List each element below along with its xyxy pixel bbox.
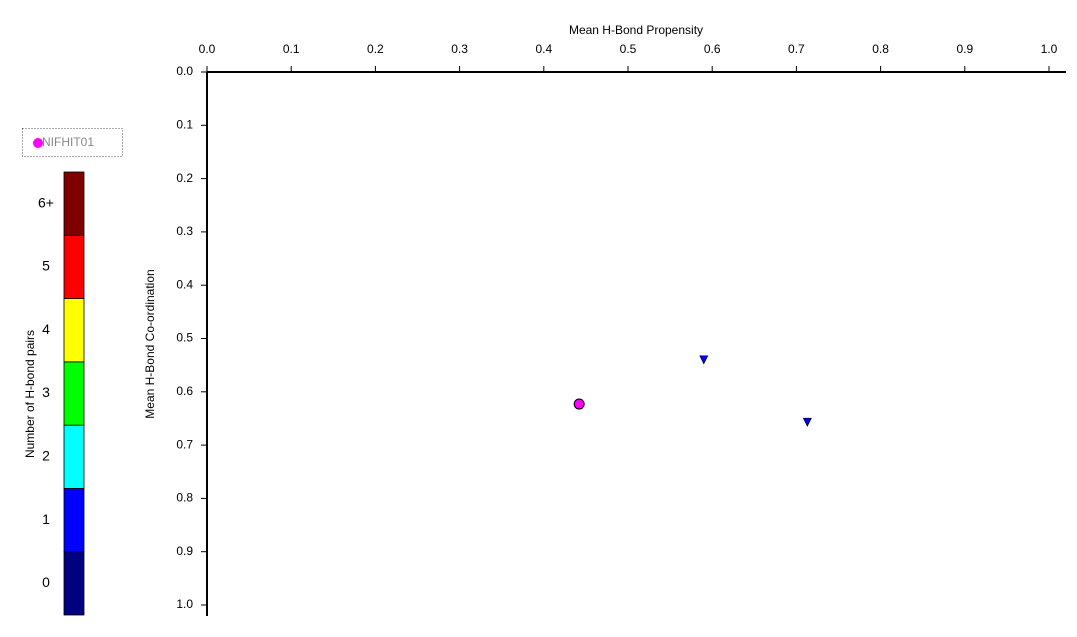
colorbar-segment — [63, 171, 85, 236]
x-tick-label: 0.5 — [620, 42, 637, 56]
x-tick-label: 0.4 — [535, 42, 552, 56]
colorbar-label: 2 — [42, 447, 50, 463]
y-axis-title: Mean H-Bond Co-ordination — [143, 269, 157, 418]
x-tick-label: 0.6 — [704, 42, 721, 56]
colorbar-label: 5 — [42, 258, 50, 274]
y-tick-label: 0.6 — [176, 384, 193, 398]
legend-label: NIFHIT01 — [42, 135, 94, 149]
colorbar-label: 4 — [42, 321, 50, 337]
colorbar-segment — [63, 424, 85, 489]
colorbar-title: Number of H-bond pairs — [23, 330, 37, 458]
legend-box — [22, 128, 123, 157]
x-tick-label: 0.0 — [199, 42, 216, 56]
colorbar-segment — [63, 551, 85, 616]
x-tick-label: 0.9 — [956, 42, 973, 56]
y-tick-label: 0.7 — [176, 437, 193, 451]
point — [699, 355, 709, 365]
x-tick-label: 1.0 — [1041, 42, 1058, 56]
x-axis-title: Mean H-Bond Propensity — [569, 23, 703, 37]
colorbar-label: 0 — [42, 574, 50, 590]
y-tick-label: 0.9 — [176, 544, 193, 558]
point — [802, 417, 812, 427]
y-tick-label: 0.2 — [176, 171, 193, 185]
point — [573, 398, 585, 410]
x-tick-label: 0.7 — [788, 42, 805, 56]
y-tick-label: 0.5 — [176, 331, 193, 345]
legend-marker — [33, 138, 43, 148]
x-tick-label: 0.1 — [283, 42, 300, 56]
colorbar-segment — [63, 488, 85, 553]
y-tick-label: 0.0 — [176, 64, 193, 78]
colorbar-label: 1 — [42, 511, 50, 527]
y-tick-label: 0.8 — [176, 491, 193, 505]
y-tick-label: 0.4 — [176, 277, 193, 291]
y-tick-label: 0.3 — [176, 224, 193, 238]
x-tick-label: 0.8 — [872, 42, 889, 56]
colorbar-segment — [63, 234, 85, 299]
x-tick-label: 0.2 — [367, 42, 384, 56]
x-tick-label: 0.3 — [451, 42, 468, 56]
colorbar-segment — [63, 361, 85, 426]
y-tick-label: 0.1 — [176, 117, 193, 131]
colorbar-segment — [63, 298, 85, 363]
colorbar-label: 6+ — [38, 194, 54, 210]
colorbar-label: 3 — [42, 384, 50, 400]
y-tick-label: 1.0 — [176, 597, 193, 611]
